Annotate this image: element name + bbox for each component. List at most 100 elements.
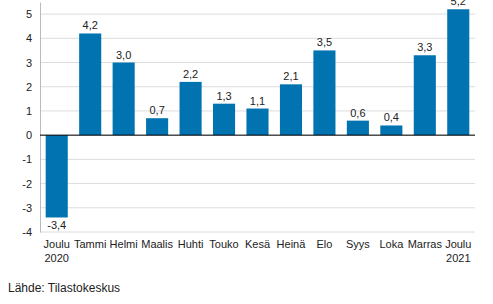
grid-line — [40, 135, 475, 136]
grid — [40, 14, 475, 232]
x-tick: Helmi — [110, 232, 138, 250]
x-tick-label: Marras — [408, 238, 443, 250]
data-label: 1,1 — [250, 95, 265, 107]
y-tick-label: 5 — [26, 8, 32, 20]
x-tick: Joulu2020 — [44, 232, 70, 264]
grid-line — [40, 86, 475, 87]
y-tick: -1 — [22, 153, 40, 165]
bar — [46, 135, 68, 217]
x-tick-label-line: Syys — [346, 238, 370, 250]
x-tick-label-line: Tammi — [74, 238, 106, 250]
bar — [347, 121, 369, 136]
x-tick: Joulu 2021 — [445, 232, 471, 264]
y-tick-label: -2 — [22, 178, 32, 190]
zero-line — [40, 135, 475, 136]
x-tick: Loka — [379, 232, 404, 250]
grid-line — [40, 183, 475, 184]
x-tick-label: Heinä — [277, 238, 307, 250]
y-tick-label: -1 — [22, 153, 32, 165]
y-axis-line — [40, 3, 41, 233]
x-tick: Marras — [408, 232, 443, 250]
x-tick-label: Loka — [379, 238, 404, 250]
data-label: 0,4 — [384, 111, 399, 123]
x-tick-label-line: Marras — [408, 238, 443, 250]
y-tick: 4 — [26, 32, 40, 44]
data-label: 3,0 — [116, 49, 131, 61]
grid-line — [40, 14, 475, 15]
y-tick-label: -3 — [22, 202, 32, 214]
grid-line — [40, 232, 475, 233]
x-tick-label-line: Joulu — [445, 238, 471, 250]
data-label: 1,3 — [216, 90, 231, 102]
bars — [46, 9, 470, 217]
y-tick-label: 4 — [26, 32, 32, 44]
bar — [447, 9, 469, 135]
x-tick-label: Touko — [209, 238, 238, 250]
bar — [246, 109, 268, 136]
y-tick: -4 — [22, 226, 40, 238]
x-tick-label-line: Huhti — [178, 238, 204, 250]
data-label: 0,7 — [149, 104, 164, 116]
y-tick: 5 — [26, 8, 40, 20]
data-label: 3,5 — [317, 36, 332, 48]
source-note: Lähde: Tilastokeskus — [8, 281, 120, 295]
y-tick-label: 3 — [26, 57, 32, 69]
x-tick: Touko — [209, 232, 238, 250]
bar — [280, 84, 302, 135]
bar — [180, 82, 202, 135]
bar — [113, 63, 135, 136]
bar — [146, 118, 168, 135]
data-label: 3,3 — [417, 41, 432, 53]
x-tick-label: Joulu2020 — [44, 238, 70, 264]
x-tick: Huhti — [178, 232, 204, 250]
y-tick-label: -4 — [22, 226, 32, 238]
y-tick: 3 — [26, 57, 40, 69]
x-tick-label: Maalis — [141, 238, 173, 250]
y-tick: 1 — [26, 105, 40, 117]
y-tick-label: 2 — [26, 81, 32, 93]
x-tick-label-line: Kesä — [245, 238, 271, 250]
x-tick-label: Helmi — [110, 238, 138, 250]
y-tick: 2 — [26, 81, 40, 93]
x-tick: Elo — [316, 232, 332, 250]
y-tick-label: 0 — [26, 129, 32, 141]
x-tick-label-line: Joulu — [44, 238, 70, 250]
x-tick-label: Elo — [316, 238, 332, 250]
x-tick: Syys — [346, 232, 370, 250]
y-tick: 0 — [26, 129, 40, 141]
bar — [213, 104, 235, 135]
data-label: 4,2 — [83, 19, 98, 31]
bar — [79, 33, 101, 135]
x-tick-label-line: Loka — [379, 238, 404, 250]
x-tick-label-line: Touko — [209, 238, 238, 250]
y-tick-label: 1 — [26, 105, 32, 117]
y-tick: -2 — [22, 178, 40, 190]
x-tick-label-line: Heinä — [277, 238, 307, 250]
x-tick-label: Joulu 2021 — [445, 238, 471, 264]
x-tick-label: Kesä — [245, 238, 271, 250]
x-tick-label-line: 2021 — [446, 252, 470, 264]
data-label: -3,4 — [47, 219, 66, 231]
bar — [313, 50, 335, 135]
grid-line — [40, 159, 475, 160]
data-label: 2,2 — [183, 68, 198, 80]
x-tick-label: Huhti — [178, 238, 204, 250]
x-tick-label: Syys — [346, 238, 370, 250]
x-tick: Kesä — [245, 232, 271, 250]
grid-line — [40, 207, 475, 208]
grid-line — [40, 62, 475, 63]
bar — [380, 125, 402, 135]
y-tick: -3 — [22, 202, 40, 214]
x-tick: Heinä — [277, 232, 307, 250]
data-label: 5,2 — [451, 0, 466, 7]
data-label: 2,1 — [283, 70, 298, 82]
x-tick-label-line: Maalis — [141, 238, 173, 250]
x-tick-label: Tammi — [74, 238, 106, 250]
chart: -4 -3 -2 -1 0 1 2 3 4 5 -3,4 4,2 3,0 0,7 2,2 1,3 1,1 2,1 3… — [0, 0, 493, 304]
bar — [414, 55, 436, 135]
data-labels: -3,4 4,2 3,0 0,7 2,2 1,3 1,1 2,1 3,5 0,6 0,4 3,3 5,2 — [47, 0, 466, 231]
x-tick: Maalis — [141, 232, 173, 250]
data-label: 0,6 — [350, 107, 365, 119]
x-tick-label-line: Elo — [316, 238, 332, 250]
x-tick-label-line: Helmi — [110, 238, 138, 250]
